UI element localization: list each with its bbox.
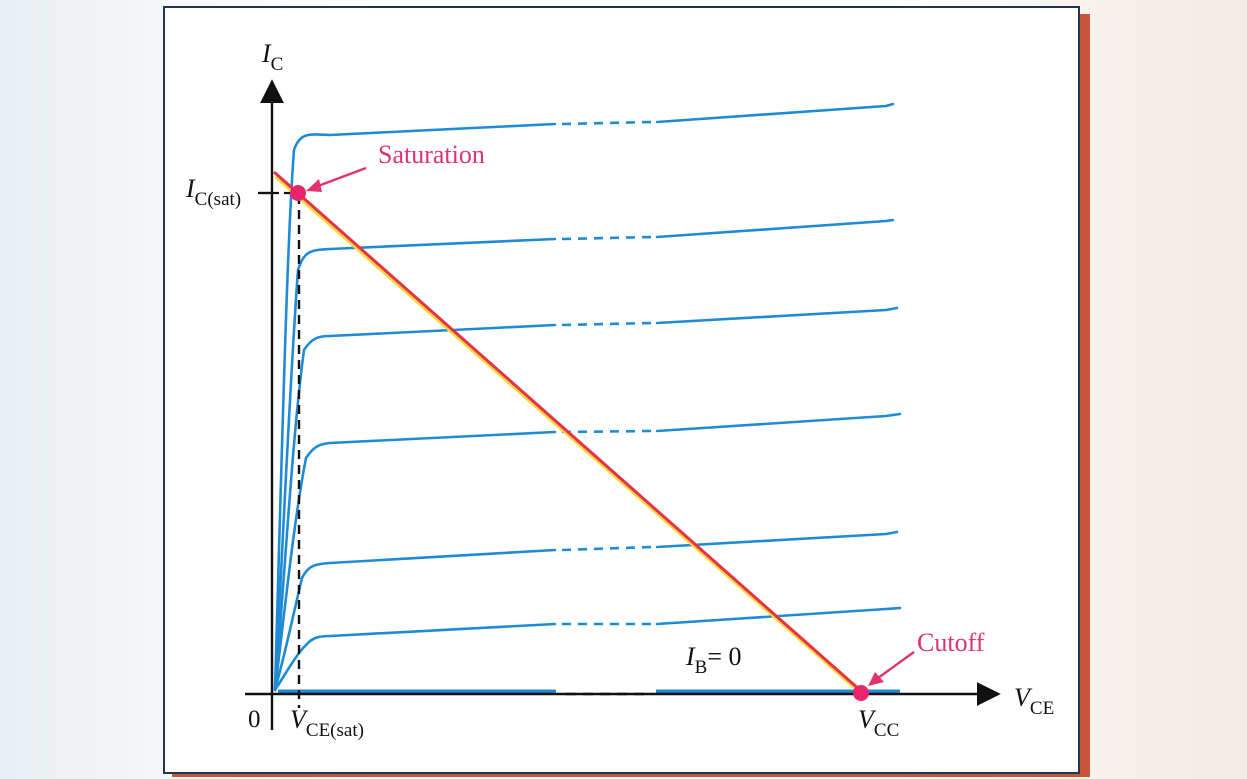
load-line	[273, 170, 862, 693]
cutoff-point-marker	[853, 685, 869, 701]
ic-sat-label: IC(sat)	[185, 174, 241, 210]
ib-curve-5	[273, 218, 895, 692]
x-axis-label: VCE	[1014, 683, 1054, 719]
saturation-point-marker	[290, 185, 306, 201]
ib-curve-3	[273, 412, 902, 692]
ib-curve-2-gap	[561, 545, 653, 552]
annotation-arrows	[306, 166, 915, 686]
y-axis-label: IC	[261, 39, 283, 75]
ib-curve-2	[273, 530, 899, 692]
cutoff-arrow-head	[868, 672, 884, 686]
saturation-annotation: Saturation	[378, 140, 485, 169]
saturation-arrow-head	[306, 179, 322, 192]
ib-curve-1	[273, 606, 902, 692]
saturation-arrow-line	[317, 166, 367, 188]
cutoff-annotation: Cutoff	[917, 628, 985, 657]
axes	[245, 79, 1001, 730]
ib-curve-6-gap	[561, 120, 653, 126]
load-line-group	[273, 170, 865, 696]
ib-curve-5-gap	[561, 235, 653, 241]
ib-zero-label: IB= 0	[685, 642, 742, 678]
ib-curve-4-gap	[561, 321, 653, 327]
ib-curve-3-gap	[561, 429, 653, 434]
vcc-label: VCC	[858, 705, 899, 741]
origin-label: 0	[248, 706, 261, 733]
cutoff-arrow-line	[877, 651, 915, 679]
ib-curve-6	[273, 102, 895, 692]
collector-curves	[273, 102, 902, 696]
vce-sat-label: VCE(sat)	[290, 705, 364, 741]
ib-curve-4	[273, 306, 899, 692]
